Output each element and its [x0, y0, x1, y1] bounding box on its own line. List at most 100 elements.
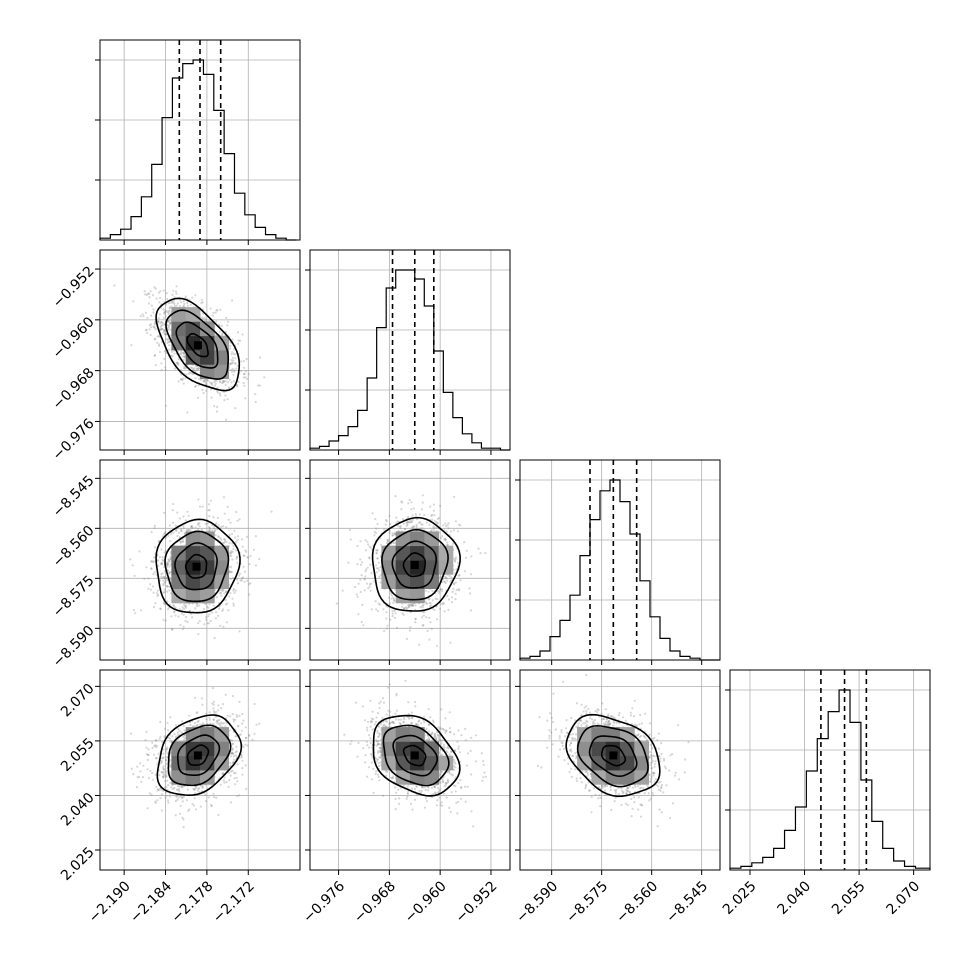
- contour-line: [155, 297, 241, 392]
- sample-point: [444, 582, 447, 585]
- sample-point: [243, 366, 246, 369]
- sample-point: [441, 581, 444, 584]
- sample-point: [479, 552, 482, 555]
- sample-point: [223, 776, 226, 779]
- sample-point: [393, 616, 396, 620]
- sample-point: [421, 616, 424, 619]
- sample-point: [164, 536, 167, 540]
- sample-point: [153, 325, 156, 328]
- sample-point: [225, 418, 228, 421]
- sample-point: [436, 598, 439, 601]
- contour-line: [391, 540, 438, 589]
- sample-point: [162, 584, 165, 587]
- sample-point: [180, 731, 183, 734]
- sample-point: [454, 581, 457, 584]
- sample-point: [156, 594, 159, 598]
- sample-point: [166, 585, 169, 588]
- contour-line: [175, 321, 219, 369]
- sample-point: [234, 407, 237, 410]
- sample-point: [224, 394, 227, 397]
- density-bin: [200, 588, 215, 604]
- sample-point: [172, 301, 175, 304]
- sample-point: [167, 562, 170, 566]
- sample-point: [219, 380, 222, 384]
- sample-point: [161, 771, 164, 774]
- sample-point: [165, 292, 168, 295]
- sample-point: [186, 510, 189, 513]
- sample-point: [177, 361, 180, 365]
- sample-point: [435, 644, 438, 647]
- sample-point: [232, 373, 235, 376]
- sample-point: [176, 534, 179, 538]
- sample-point: [153, 326, 156, 329]
- sample-point: [231, 542, 234, 545]
- sample-point: [193, 367, 196, 370]
- sample-point: [167, 312, 170, 316]
- sample-point: [433, 608, 436, 612]
- sample-point: [237, 342, 240, 345]
- sample-point: [153, 556, 156, 559]
- sample-point: [177, 615, 180, 618]
- sample-point: [237, 582, 240, 585]
- sample-point: [221, 333, 224, 336]
- sample-point: [213, 528, 217, 532]
- sample-point: [168, 565, 171, 568]
- sample-point: [205, 718, 208, 721]
- sample-point: [217, 614, 220, 617]
- sample-point: [150, 559, 153, 563]
- density-bin: [438, 545, 454, 561]
- sample-point: [174, 724, 177, 727]
- sample-point: [157, 559, 160, 562]
- sample-point: [165, 564, 168, 567]
- axes-frame: [519, 459, 721, 661]
- sample-point: [234, 353, 237, 356]
- sample-point: [164, 791, 168, 794]
- sample-point: [216, 719, 219, 722]
- sample-point: [230, 368, 233, 371]
- sample-point: [389, 618, 392, 621]
- sample-point: [246, 579, 249, 582]
- sample-point: [360, 620, 363, 624]
- density-bin: [410, 574, 425, 589]
- sample-point: [166, 569, 169, 572]
- sample-point: [204, 522, 207, 526]
- sample-point: [167, 340, 170, 343]
- sample-point: [210, 381, 214, 384]
- sample-point: [150, 314, 153, 317]
- sample-point: [182, 613, 185, 616]
- sample-point: [152, 573, 155, 576]
- sample-point: [206, 605, 209, 608]
- sample-point: [194, 607, 197, 610]
- sample-point: [207, 622, 210, 625]
- sample-point: [227, 518, 230, 521]
- sample-point: [157, 316, 160, 320]
- sample-point: [189, 529, 192, 532]
- sample-point: [201, 785, 204, 789]
- sample-point: [434, 597, 437, 601]
- sample-point: [374, 517, 377, 521]
- sample-point: [161, 558, 164, 562]
- sample-point: [215, 522, 218, 525]
- sample-point: [163, 532, 167, 535]
- sample-point: [190, 525, 193, 528]
- sample-point: [373, 534, 376, 537]
- peak-bin: [192, 562, 201, 571]
- sample-point: [430, 514, 433, 517]
- sample-point: [145, 566, 148, 569]
- sample-point: [231, 370, 234, 373]
- sample-point: [225, 526, 228, 529]
- sample-point: [410, 508, 413, 511]
- sample-point: [454, 598, 457, 601]
- sample-point: [154, 602, 157, 605]
- sample-point: [230, 749, 233, 752]
- sample-point: [159, 322, 162, 325]
- sample-point: [215, 611, 218, 614]
- sample-point: [236, 364, 239, 367]
- sample-point: [366, 540, 369, 543]
- sample-point: [407, 520, 410, 524]
- sample-point: [191, 368, 195, 371]
- sample-point: [200, 528, 204, 531]
- sample-point: [219, 588, 222, 592]
- sample-point: [182, 382, 185, 385]
- sample-point: [144, 311, 147, 314]
